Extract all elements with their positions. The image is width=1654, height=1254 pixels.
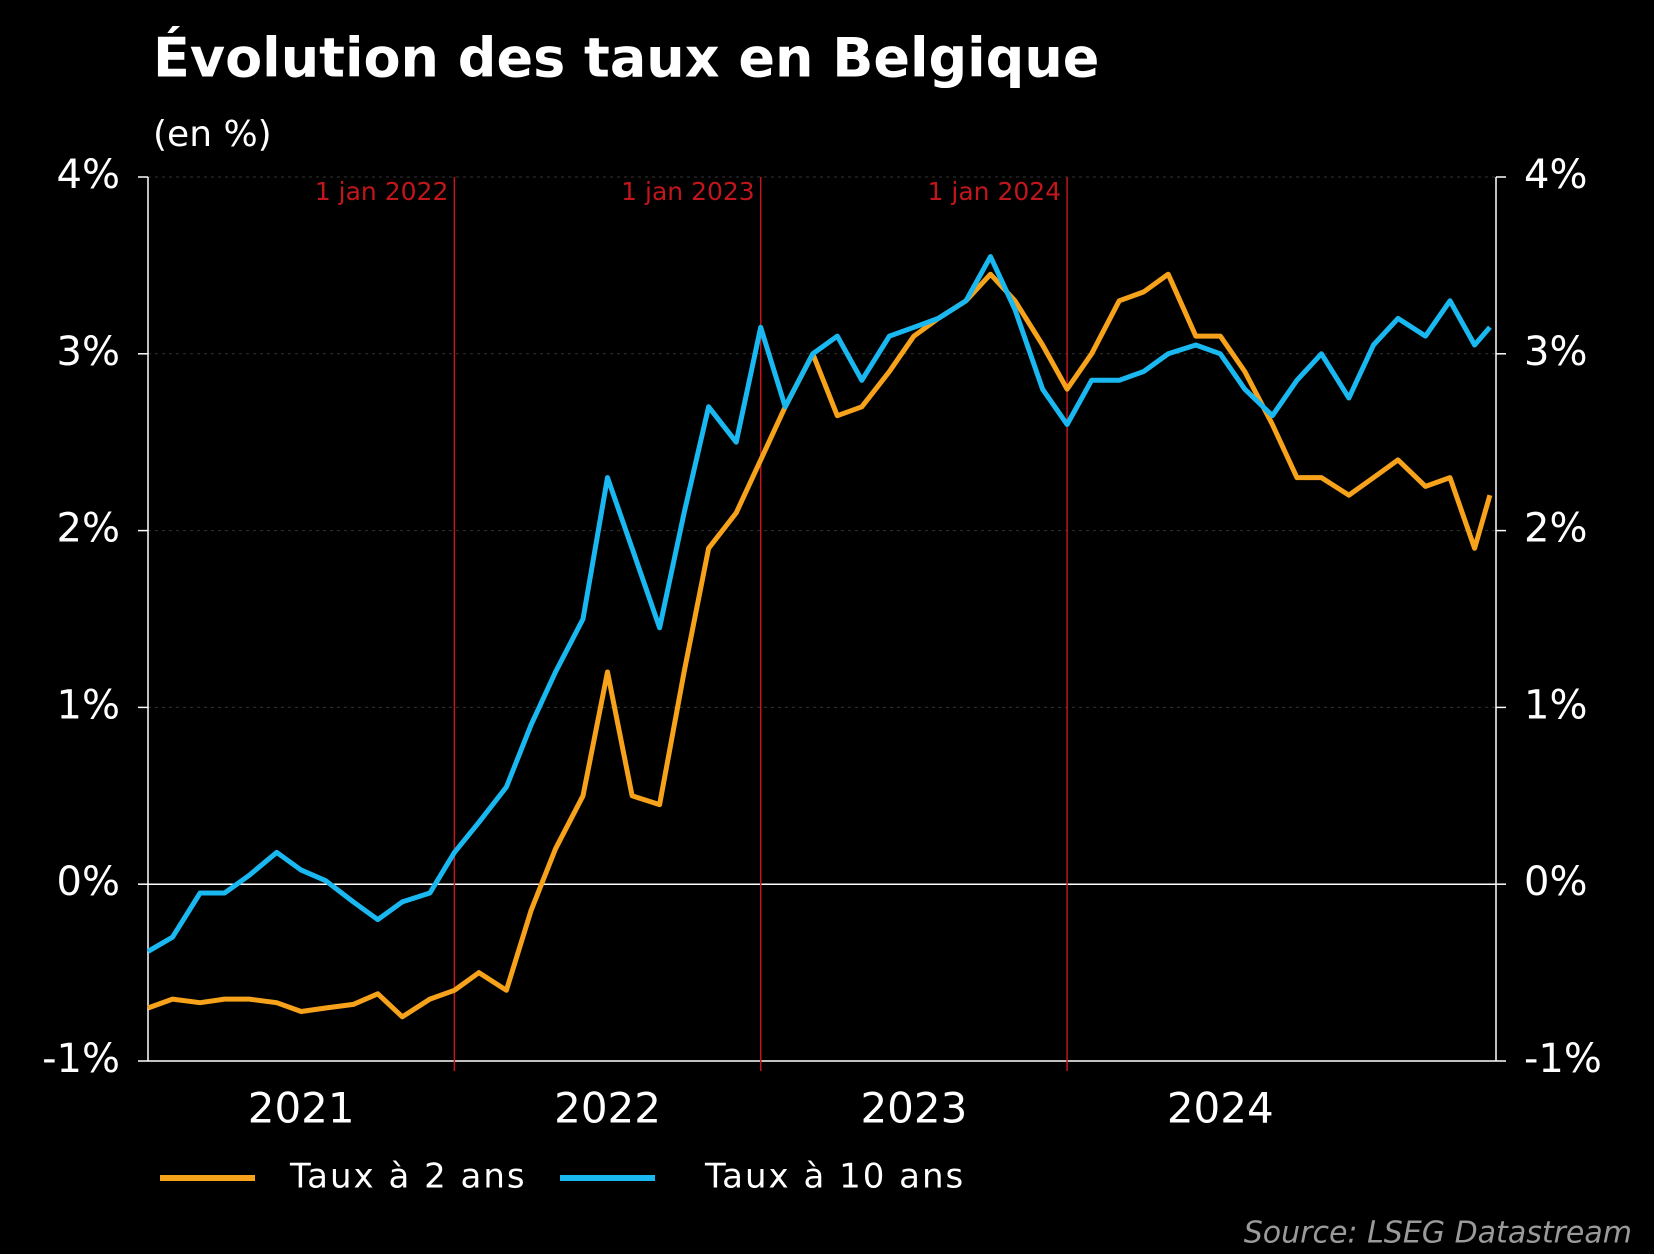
y2-tick-label: 3%	[1524, 329, 1587, 375]
annotation-label: 1 jan 2024	[928, 177, 1062, 206]
y-tick-label: 1%	[57, 682, 120, 728]
y-tick-label: 0%	[57, 859, 120, 905]
y-tick-label: 4%	[57, 152, 120, 198]
y-tick-label: 3%	[57, 329, 120, 375]
x-tick-label: 2023	[860, 1084, 967, 1133]
x-tick-label: 2024	[1167, 1084, 1274, 1133]
y2-tick-label: -1%	[1524, 1036, 1602, 1082]
legend-label: Taux à 2 ans	[289, 1157, 527, 1197]
x-tick-label: 2022	[554, 1084, 661, 1133]
y-tick-label: 2%	[57, 506, 120, 552]
source: Source: LSEG Datastream	[1244, 1216, 1632, 1251]
annotation-label: 1 jan 2022	[315, 177, 449, 206]
y2-tick-label: 1%	[1524, 682, 1587, 728]
y-tick-label: -1%	[42, 1036, 120, 1082]
series-line	[147, 271, 1493, 1020]
x-tick-label: 2021	[248, 1084, 355, 1133]
y2-tick-label: 2%	[1524, 506, 1587, 552]
y2-tick-label: 4%	[1524, 152, 1587, 198]
legend-label: Taux à 10 ans	[704, 1157, 965, 1197]
annotation-label: 1 jan 2023	[621, 177, 755, 206]
y2-tick-label: 0%	[1524, 859, 1587, 905]
chart-title: Évolution des taux en Belgique	[153, 27, 1099, 90]
chart-subtitle: (en %)	[153, 114, 272, 155]
series-line	[146, 254, 1492, 954]
